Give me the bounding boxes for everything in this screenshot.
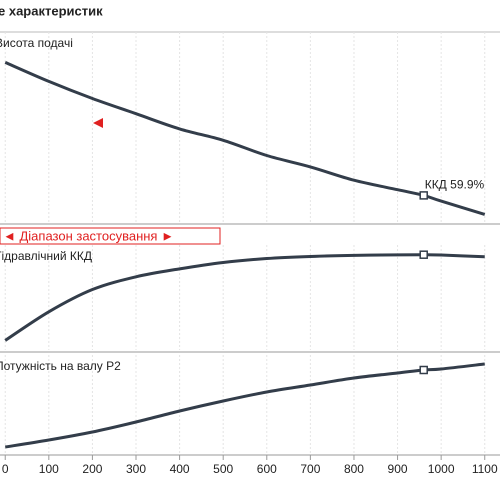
curve (4, 61, 486, 216)
chart-title: е характеристик (0, 3, 103, 18)
x-tick-label: 900 (388, 462, 408, 476)
x-tick-label: 600 (257, 462, 277, 476)
x-tick-label: 700 (300, 462, 320, 476)
operating-point (419, 250, 428, 259)
x-tick-label: 800 (344, 462, 364, 476)
panel-label: Висота подачі (0, 36, 73, 50)
curve (4, 253, 485, 342)
annotation: ККД 59.9% (425, 178, 485, 192)
x-tick-label: 0 (2, 462, 9, 476)
x-tick-label: 500 (213, 462, 233, 476)
range-box (0, 227, 221, 245)
range-label: ◄ Діапазон застосування ► (3, 228, 174, 243)
limit-marker (93, 118, 103, 128)
x-tick-label: 1100 (472, 462, 498, 476)
x-tick-label: 200 (82, 462, 102, 476)
x-tick-label: 100 (39, 462, 59, 476)
x-tick-label: 400 (170, 462, 190, 476)
panel-label: Гідравлічний ККД (0, 249, 92, 263)
x-tick-label: 1000 (428, 462, 455, 476)
curve (4, 362, 485, 449)
operating-point (419, 365, 428, 375)
operating-point (419, 191, 428, 200)
panel-label: Потужність на валу P2 (0, 359, 121, 373)
x-tick-label: 300 (126, 462, 146, 476)
